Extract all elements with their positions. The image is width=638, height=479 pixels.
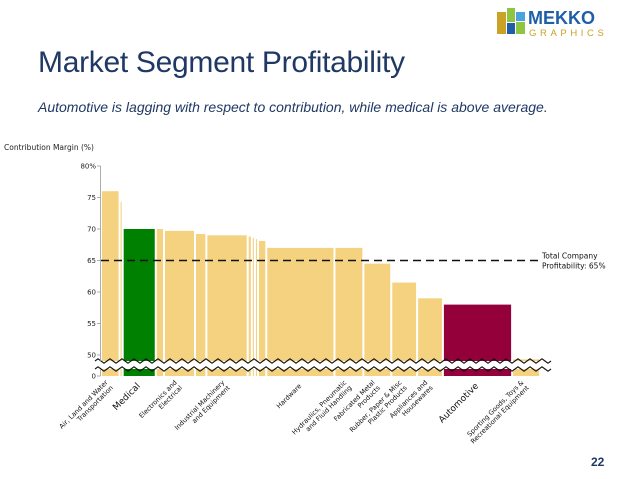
bar-appliances-and-housewares — [418, 298, 442, 376]
logo-mark-square — [507, 8, 515, 22]
profitability-chart: Contribution Margin (%) 0 50 55 60 65 70 75 80%… — [4, 143, 606, 445]
bar-hydraulics-pneumatic-and-fluid-handling — [335, 247, 363, 376]
logo-word-graphics: GRAPHICS — [529, 28, 607, 38]
bar-hardware — [267, 247, 334, 376]
y-tick-label: 70 — [87, 226, 96, 234]
bar-electronics-and-electrical — [165, 230, 194, 376]
bar-segment-1 — [120, 201, 122, 376]
mekko-graphics-logo: MEKKO GRAPHICS — [497, 8, 607, 38]
y-tick-label: 55 — [87, 320, 96, 328]
bar-segment-5 — [195, 234, 206, 376]
y-tick-label: 80% — [80, 163, 96, 171]
y-tick-label: 65 — [87, 257, 96, 265]
bar-industrial-machinery-and-equipment — [207, 235, 247, 376]
bar-segment-9 — [255, 239, 258, 376]
page-number: 22 — [591, 455, 605, 469]
category-labels: Air, Land and WaterTransportationMedical… — [58, 378, 531, 445]
category-label: Medical — [111, 381, 142, 412]
bar-segment-8 — [252, 237, 254, 376]
slide-subtitle: Automotive is lagging with respect to co… — [38, 99, 548, 115]
bar-segment-7 — [248, 236, 251, 376]
y-axis: 0 50 55 60 65 70 75 80% — [80, 163, 101, 381]
bar-medical — [123, 229, 155, 376]
logo-mark-square — [497, 12, 506, 34]
bars-layer — [94, 191, 552, 376]
reference-line-label: Profitability: 65% — [542, 262, 606, 271]
axis-break-line-bottom — [94, 366, 552, 372]
category-label: Industrial Machineryand Equipment — [173, 378, 232, 437]
bar-rubber-paper-misc-plastic-products — [392, 282, 417, 376]
category-label: Air, Land and WaterTransportation — [58, 378, 115, 435]
category-label: Hardware — [275, 382, 303, 410]
logo-word-mekko: MEKKO — [528, 8, 595, 28]
axis-break-band — [95, 361, 546, 369]
axis-break-line-top — [94, 358, 552, 364]
y-tick-label: 75 — [87, 194, 96, 202]
category-label: Electronics andElectrical — [137, 379, 184, 426]
logo-mark-square — [516, 22, 525, 34]
bar-air-land-and-water-transportation — [102, 191, 119, 376]
bar-fabricated-metal-products — [364, 263, 391, 376]
bar-segment-3 — [156, 229, 164, 376]
logo-mark-square — [507, 23, 515, 34]
y-tick-label: 0 — [92, 373, 96, 381]
y-axis-title: Contribution Margin (%) — [4, 143, 94, 152]
y-tick-label: 60 — [87, 289, 96, 297]
slide-title: Market Segment Profitability — [38, 46, 405, 79]
category-label: Automotive — [437, 381, 481, 425]
y-tick-label: 50 — [87, 352, 96, 360]
logo-mark-square — [516, 12, 525, 21]
reference-line-label: Total Company — [541, 252, 598, 261]
bar-segment-10 — [259, 240, 266, 376]
